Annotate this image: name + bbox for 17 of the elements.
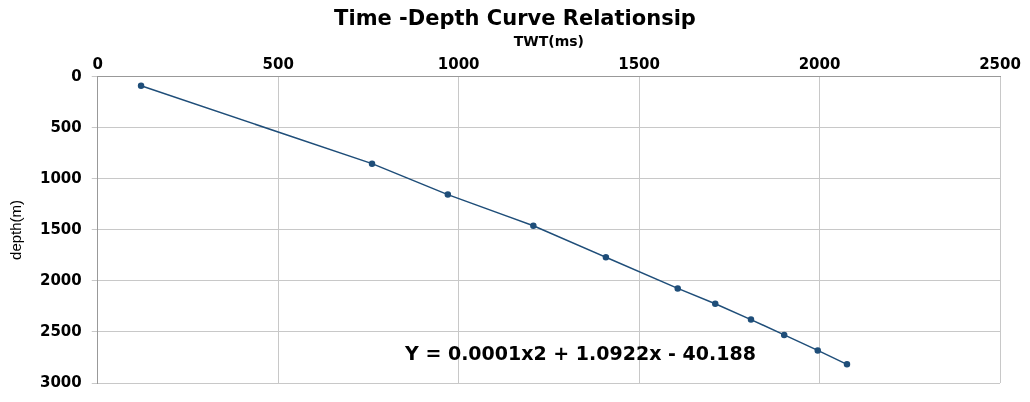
y-axis-title: depth(m) — [7, 199, 25, 260]
y-tick-label: 1500 — [40, 219, 82, 238]
x-axis-title: TWT(ms) — [513, 33, 585, 50]
y-tick-label: 0 — [71, 66, 82, 85]
x-tick-label: 1000 — [437, 54, 480, 73]
x-tick-label: 2000 — [798, 54, 841, 73]
y-tick-label: 2000 — [40, 270, 82, 289]
x-tick-label: 1500 — [618, 54, 660, 73]
x-tick-label: 0 — [92, 54, 103, 73]
y-tick-label: 2500 — [40, 321, 82, 340]
chart-title: Time -Depth Curve Relationsip — [333, 6, 697, 32]
x-tick-label: 2500 — [979, 54, 1021, 73]
annotation: Y = 0.0001x2 + 1.0922x - 40.188 — [404, 341, 756, 364]
y-tick-label: 1000 — [40, 168, 82, 187]
y-tick-label: 500 — [50, 117, 82, 136]
x-tick-label: 500 — [262, 54, 294, 73]
y-tick-label: 3000 — [40, 372, 82, 391]
